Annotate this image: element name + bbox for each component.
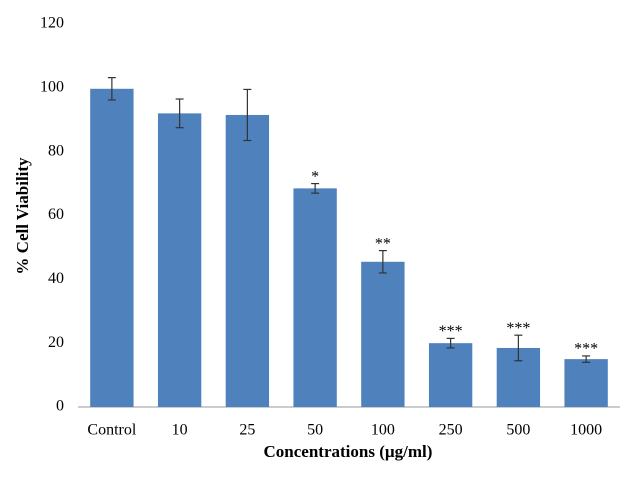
x-tick-label: 1000 (570, 422, 602, 439)
y-tick-label: 100 (40, 79, 64, 96)
x-tick-label: 100 (371, 422, 395, 439)
x-tick-label: 250 (439, 422, 463, 439)
error-bar (446, 337, 455, 349)
x-tick-label: 500 (506, 422, 530, 439)
x-axis-title: Concentrations (µg/ml) (264, 442, 433, 461)
y-tick-label: 40 (48, 270, 64, 287)
y-tick-label: 80 (48, 142, 64, 159)
x-tick-label: 10 (172, 422, 188, 439)
x-tick-label: Control (87, 422, 136, 439)
error-bar (107, 77, 116, 101)
y-tick-label: 120 (40, 15, 64, 32)
y-tick-label: 20 (48, 334, 64, 351)
bar (293, 188, 337, 407)
error-bar (514, 334, 523, 362)
bar (225, 114, 270, 408)
error-bar (243, 88, 252, 142)
y-tick-label: 0 (56, 398, 64, 415)
y-tick-label: 60 (48, 206, 64, 223)
error-bar (311, 182, 320, 194)
error-bar (378, 250, 387, 274)
significance-label: * (311, 168, 319, 185)
bar (428, 343, 473, 407)
bar (361, 261, 405, 407)
error-bar (175, 98, 184, 129)
bar (157, 113, 202, 407)
bar (90, 88, 134, 407)
error-bar (582, 355, 591, 363)
significance-label: *** (574, 341, 598, 358)
bar (564, 359, 608, 407)
significance-label: *** (439, 323, 463, 340)
x-tick-label: 25 (239, 422, 255, 439)
significance-label: *** (506, 320, 530, 337)
x-tick-label: 50 (307, 422, 323, 439)
y-axis-title: % Cell Viability (13, 157, 32, 275)
significance-label: ** (375, 235, 391, 252)
